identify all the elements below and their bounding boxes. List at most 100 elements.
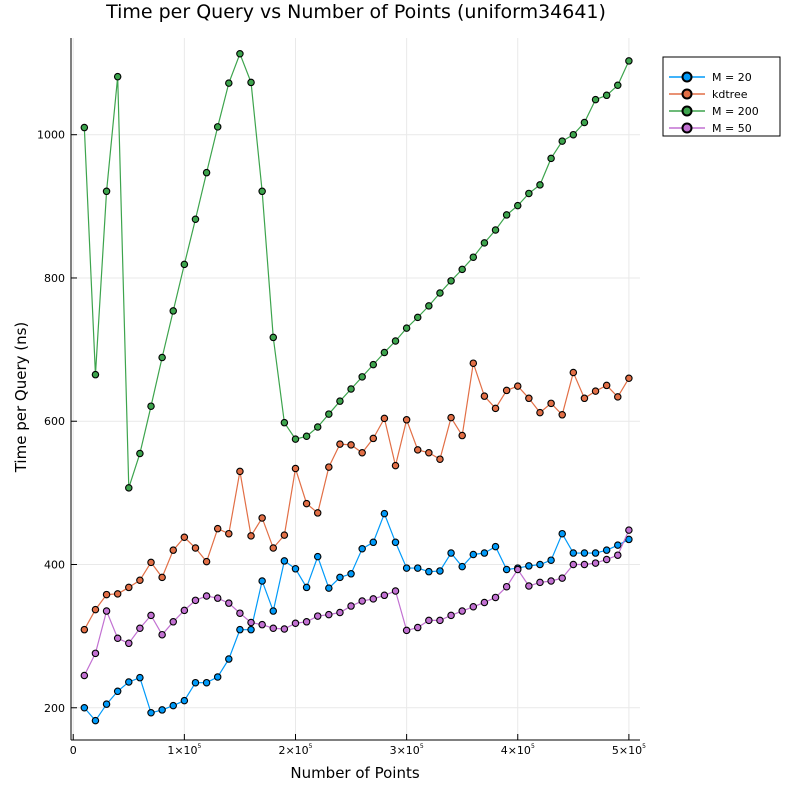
data-point xyxy=(225,599,233,607)
data-point xyxy=(436,616,444,625)
y-axis-label: Time per Query (ns) xyxy=(12,322,30,474)
legend-entry: M = 200 xyxy=(669,105,759,118)
data-point xyxy=(113,590,122,598)
data-point xyxy=(402,416,411,424)
data-point xyxy=(558,529,566,538)
data-point xyxy=(536,181,544,189)
legend-items: M = 20 kdtree M = 200 M = 50 xyxy=(669,71,759,135)
data-point xyxy=(625,526,633,534)
data-point xyxy=(291,619,300,627)
data-point xyxy=(502,386,511,395)
data-point xyxy=(113,687,122,696)
data-point xyxy=(80,625,89,634)
data-point xyxy=(202,678,211,687)
data-point xyxy=(580,394,589,403)
grid-lines xyxy=(71,38,640,740)
data-point xyxy=(536,578,544,587)
legend-marker xyxy=(681,71,693,83)
data-point xyxy=(247,532,255,540)
data-point xyxy=(113,634,122,643)
y-tick-label: 1000 xyxy=(37,129,65,142)
data-series xyxy=(80,50,633,725)
data-point xyxy=(213,594,222,602)
data-point xyxy=(425,302,433,310)
data-point xyxy=(580,118,589,127)
data-point xyxy=(347,441,355,449)
data-point xyxy=(358,373,366,381)
data-point xyxy=(302,618,311,626)
data-point xyxy=(258,620,266,629)
data-point xyxy=(458,562,466,571)
data-point xyxy=(525,189,533,198)
data-point xyxy=(491,542,500,551)
data-point xyxy=(602,91,611,100)
data-point xyxy=(247,78,255,87)
data-point xyxy=(147,611,155,620)
legend-label: M = 200 xyxy=(712,105,759,118)
data-point xyxy=(247,625,255,634)
data-point xyxy=(369,595,378,603)
data-point xyxy=(525,394,533,403)
data-point xyxy=(102,700,111,708)
data-point xyxy=(180,696,189,705)
data-point xyxy=(291,565,300,573)
series-m-200 xyxy=(80,50,633,492)
data-point xyxy=(391,538,400,547)
data-point xyxy=(169,701,177,710)
data-point xyxy=(325,610,333,619)
data-point xyxy=(447,611,455,620)
data-point xyxy=(625,57,633,65)
data-point xyxy=(425,616,433,625)
data-point xyxy=(202,168,211,177)
data-point xyxy=(369,538,378,547)
legend-label: kdtree xyxy=(712,88,748,101)
data-point xyxy=(402,324,411,332)
data-point xyxy=(169,546,177,554)
data-point xyxy=(336,440,344,448)
data-point xyxy=(480,392,489,400)
data-point xyxy=(258,577,266,585)
data-point xyxy=(569,560,578,569)
data-point xyxy=(313,552,322,561)
data-point xyxy=(158,630,166,639)
y-tick-label: 200 xyxy=(44,702,65,715)
data-point xyxy=(469,603,478,611)
data-point xyxy=(358,544,366,553)
data-point xyxy=(569,368,578,377)
data-point xyxy=(436,567,444,575)
data-point xyxy=(502,565,511,574)
x-tick-label: 4×105 xyxy=(501,743,535,757)
data-point xyxy=(469,359,478,367)
data-point xyxy=(413,564,422,572)
chart-title: Time per Query vs Number of Points (unif… xyxy=(105,1,606,23)
tick-labels: 0 1×105 2×105 3×105 4×105 5×105 200 400 600 800 10… xyxy=(37,129,646,757)
data-point xyxy=(369,360,378,369)
data-point xyxy=(280,531,289,539)
data-point xyxy=(102,607,111,615)
data-point xyxy=(325,584,333,592)
data-point xyxy=(213,673,222,681)
data-point xyxy=(480,598,489,607)
data-point xyxy=(291,435,300,443)
data-point xyxy=(191,678,200,687)
data-point xyxy=(280,557,289,565)
data-point xyxy=(525,562,533,570)
data-point xyxy=(614,81,622,90)
legend-entry: kdtree xyxy=(669,88,748,101)
data-point xyxy=(391,461,400,470)
data-point xyxy=(413,623,422,632)
data-point xyxy=(447,549,455,557)
data-point xyxy=(202,592,211,600)
data-point xyxy=(614,541,622,549)
data-point xyxy=(202,557,211,566)
data-point xyxy=(380,591,389,600)
y-tick-label: 600 xyxy=(44,415,65,428)
legend-entry: M = 20 xyxy=(669,71,752,84)
data-point xyxy=(347,570,355,578)
data-point xyxy=(480,239,489,247)
data-point xyxy=(347,602,355,610)
data-point xyxy=(269,333,278,342)
series-kdtree xyxy=(80,359,633,634)
data-point xyxy=(158,573,166,582)
data-point xyxy=(191,544,200,552)
